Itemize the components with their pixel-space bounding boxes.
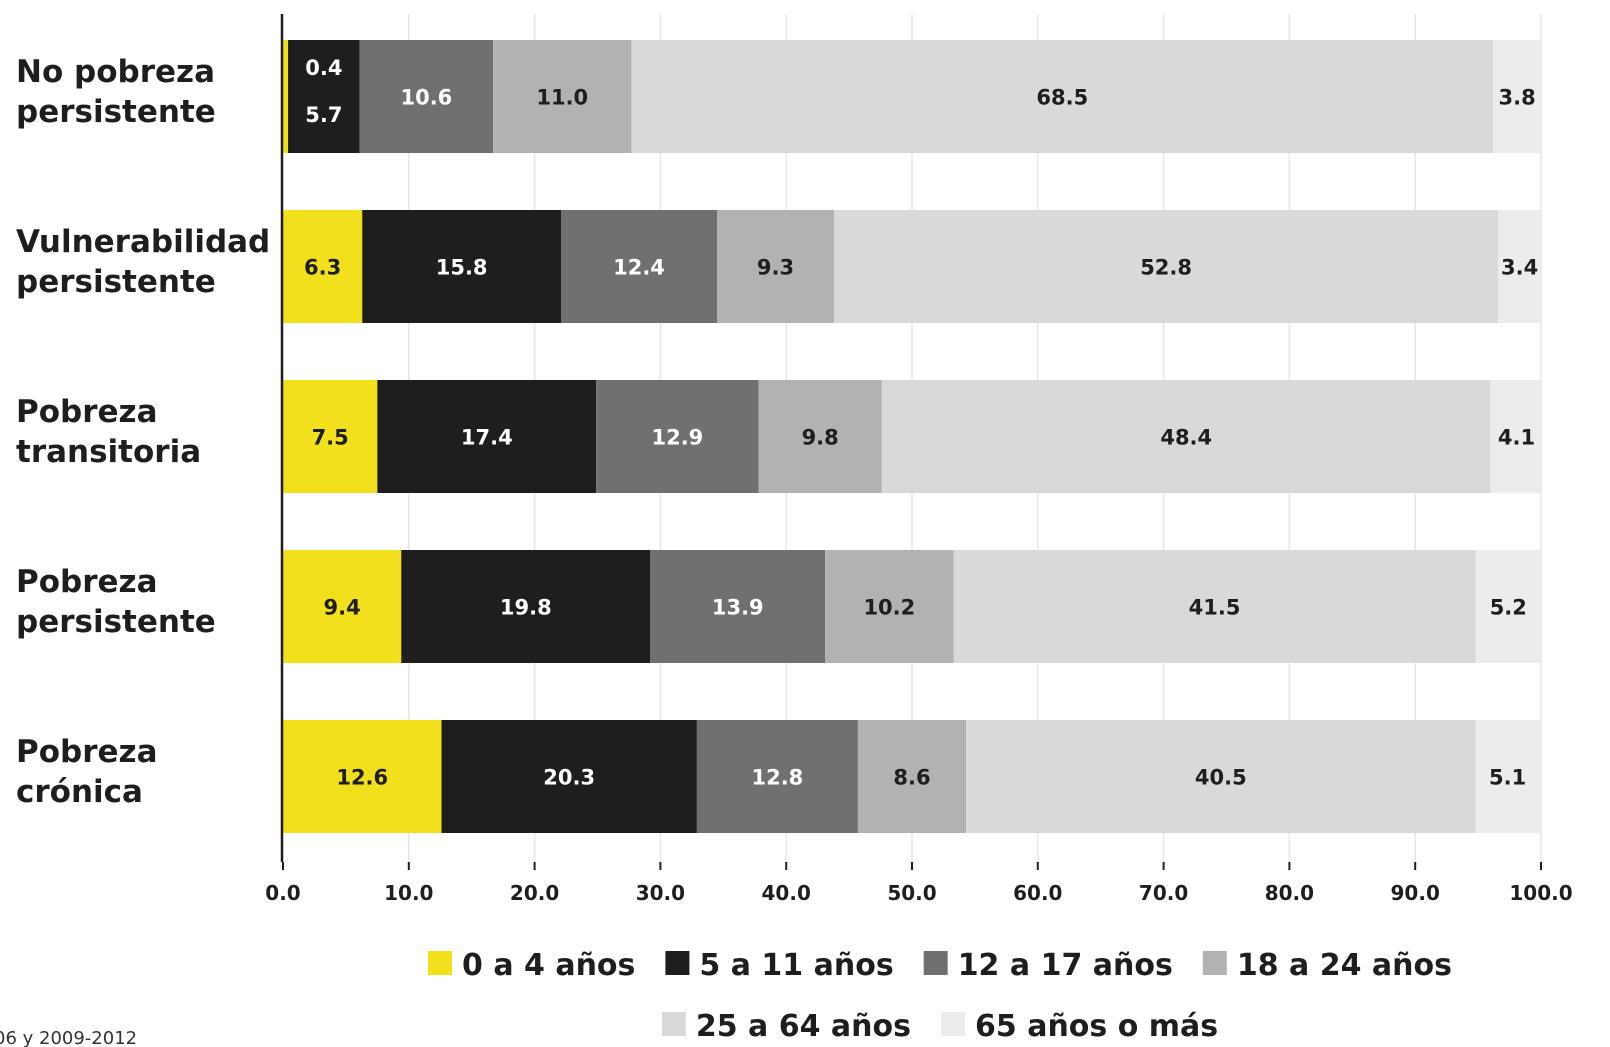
data-label: 11.0 [536, 86, 588, 110]
data-label: 5.2 [1490, 596, 1527, 620]
bar-segment [377, 380, 597, 493]
data-label: 12.6 [336, 766, 388, 790]
bar-segment [696, 720, 858, 833]
legend-swatch [665, 951, 690, 975]
legend-label: 5 a 11 años [699, 948, 893, 983]
bar-segment [288, 40, 360, 153]
data-label: 13.9 [712, 596, 764, 620]
legend-swatch [923, 951, 948, 975]
category-label: Pobreza persistente [16, 564, 216, 640]
bar-segment [283, 720, 442, 833]
category-label: Pobreza crónica [16, 734, 157, 810]
data-label: 7.5 [312, 426, 349, 450]
bar-segment [834, 210, 1499, 323]
bar-segment [1475, 550, 1541, 663]
bar-segment [561, 210, 718, 323]
bar-segment [758, 380, 882, 493]
data-label: 0.4 [305, 56, 342, 80]
category-labels: No pobreza persistente Vulnerabilidad persi… [16, 54, 270, 810]
legend: 0 a 4 años 5 a 11 años 12 a 17 años 18 a 24… [428, 948, 1452, 1044]
bar-segment [441, 720, 697, 833]
data-label: 17.4 [461, 426, 513, 450]
bar-segment [283, 380, 378, 493]
x-tick-labels: 0.0 10.0 20.0 30.0 40.0 50.0 60.0 70.0 80.0 90.0 1… [265, 862, 1573, 905]
data-label: 12.9 [651, 426, 703, 450]
data-label: 3.8 [1498, 86, 1535, 110]
data-label: 10.6 [400, 86, 452, 110]
data-label: 20.3 [543, 766, 595, 790]
bar-segment [825, 550, 954, 663]
category-label: Vulnerabilidad persistente [16, 224, 270, 300]
data-label: 12.8 [751, 766, 803, 790]
x-tick-label: 40.0 [762, 881, 811, 905]
bar-segment [283, 40, 289, 153]
legend-label: 65 años o más [975, 1009, 1218, 1044]
data-label: 9.4 [324, 596, 361, 620]
data-label: 5.1 [1489, 766, 1526, 790]
bar-segment [1498, 210, 1541, 323]
bar-segment [401, 550, 651, 663]
x-tick-label: 50.0 [887, 881, 936, 905]
bar-segment [493, 40, 632, 153]
data-label: 5.7 [305, 103, 342, 127]
bar-segment [362, 210, 562, 323]
x-tick-label: 70.0 [1139, 881, 1188, 905]
bar-segment [717, 210, 835, 323]
bar-segment [966, 720, 1476, 833]
bar-segment [283, 550, 402, 663]
bar-segment [596, 380, 759, 493]
bar-segment [283, 210, 363, 323]
bar-segment [953, 550, 1476, 663]
legend-swatch [661, 1012, 686, 1036]
x-tick-label: 80.0 [1265, 881, 1314, 905]
legend-swatch [1202, 951, 1227, 975]
x-tick-label: 60.0 [1013, 881, 1062, 905]
data-label: 52.8 [1140, 256, 1192, 280]
bar-segment [631, 40, 1494, 153]
legend-label: 12 a 17 años [958, 948, 1173, 983]
bar-segment [1490, 380, 1543, 493]
data-label: 12.4 [613, 256, 665, 280]
data-label: 15.8 [436, 256, 488, 280]
x-tick-label: 90.0 [1391, 881, 1440, 905]
x-tick-label: 30.0 [636, 881, 685, 905]
data-label: 40.5 [1195, 766, 1247, 790]
bar-segment [1475, 720, 1540, 833]
category-label: No pobreza persistente [16, 54, 216, 130]
data-label: 6.3 [304, 256, 341, 280]
x-tick-label: 100.0 [1509, 881, 1572, 905]
legend-label: 0 a 4 años [462, 948, 635, 983]
bar-segment [1493, 40, 1541, 153]
bar-segment [359, 40, 494, 153]
data-label: 8.6 [893, 766, 930, 790]
x-tick-label: 0.0 [265, 881, 300, 905]
footnote: 06 y 2009-2012 [0, 1028, 137, 1047]
data-label: 9.8 [802, 426, 839, 450]
data-label: 19.8 [500, 596, 552, 620]
x-tick-label: 10.0 [384, 881, 433, 905]
data-label: 9.3 [757, 256, 794, 280]
data-label: 41.5 [1189, 596, 1241, 620]
data-label: 10.2 [863, 596, 915, 620]
data-label: 48.4 [1160, 426, 1212, 450]
bar-segment [857, 720, 967, 833]
legend-label: 18 a 24 años [1237, 948, 1452, 983]
bar-segment [650, 550, 826, 663]
data-label: 3.4 [1501, 256, 1538, 280]
category-label: Pobreza transitoria [16, 394, 201, 470]
legend-swatch [941, 1012, 966, 1036]
bars: 0.4 5.7 10.6 11.0 68.5 3.8 6.3 15.8 12.4 9.3 52.8 3… [283, 40, 1543, 833]
x-tick-label: 20.0 [510, 881, 559, 905]
data-label: 68.5 [1036, 86, 1088, 110]
legend-swatch [428, 951, 452, 975]
legend-label: 25 a 64 años [696, 1009, 911, 1044]
bar-segment [881, 380, 1491, 493]
data-label: 4.1 [1498, 426, 1535, 450]
